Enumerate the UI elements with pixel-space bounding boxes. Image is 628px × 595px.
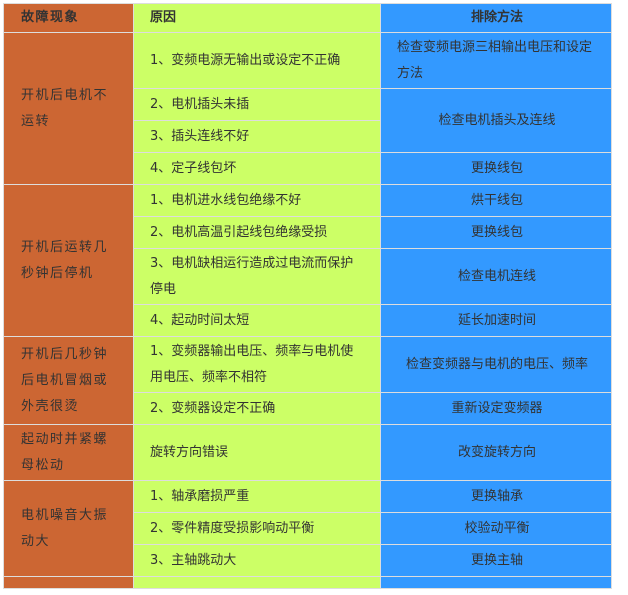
cause-cell: 1、变频器输出电压、频率与电机使用电压、频率不相符 xyxy=(133,336,381,393)
solution-cell: 更换线包 xyxy=(380,216,612,249)
solution-cell: 更换线包 xyxy=(380,152,612,185)
solution-cell: 校验动平衡 xyxy=(380,512,612,545)
symptom-cell: 电机噪音大振动大 xyxy=(3,480,134,577)
table-row: 2、电机插头未插 检查电机插头及连线 xyxy=(4,88,612,153)
table-row: 2、电机高温引起线包绝缘受损 更换线包 xyxy=(4,216,612,249)
solution-cell: 检查电机连线 xyxy=(380,248,612,305)
fault-table: 故障现象 原因 排除方法 开机后电机不运转 1、变频电源无输出或设定不正确 检查变频… xyxy=(3,3,612,589)
cause-cell: 3、电机缺相运行造成过电流而保护停电 xyxy=(133,248,381,305)
cause-cell: 2、零件精度受损影响动平衡 xyxy=(133,512,381,545)
table-row xyxy=(3,576,612,589)
cause-cell: 1、轴承磨损严重 xyxy=(133,480,381,513)
table-row: 开机后运转几秒钟后停机 1、电机进水线包绝缘不好 烘干线包 xyxy=(3,184,612,337)
table-row: 4、起动时间太短 延长加速时间 xyxy=(4,304,612,337)
cause-cell: 1、电机进水线包绝缘不好 xyxy=(133,184,381,217)
solution-cell: 更换轴承 xyxy=(380,480,612,513)
solution-cell: 延长加速时间 xyxy=(380,304,612,337)
cause-cell: 2、电机高温引起线包绝缘受损 xyxy=(133,216,381,249)
cause-cell: 2、变频器设定不正确 xyxy=(133,392,381,425)
cause-cell: 3、插头连线不好 xyxy=(133,120,381,153)
cause-cell: 4、起动时间太短 xyxy=(133,304,381,337)
table-row: 电机噪音大振动大 1、轴承磨损严重 更换轴承 xyxy=(3,480,612,577)
symptom-cell: 开机后运转几秒钟后停机 xyxy=(3,184,134,337)
header-solution: 排除方法 xyxy=(380,3,612,33)
solution-cell: 更换主轴 xyxy=(380,544,612,577)
solution-cell: 重新设定变频器 xyxy=(380,392,612,425)
symptom-cell: 开机后电机不运转 xyxy=(3,32,134,185)
symptom-cell: 起动时并紧螺母松动 xyxy=(3,424,134,481)
table-row: 4、定子线包坏 更换线包 xyxy=(4,152,612,185)
table-header-row: 故障现象 原因 排除方法 xyxy=(3,3,612,33)
table-row: 开机后几秒钟后电机冒烟或外壳很烫 1、变频器输出电压、频率与电机使用电压、频率不相… xyxy=(3,336,612,425)
header-symptom: 故障现象 xyxy=(3,3,134,33)
solution-cell: 改变旋转方向 xyxy=(380,424,612,481)
partial-cell xyxy=(380,576,612,589)
table-row: 3、主轴跳动大 更换主轴 xyxy=(4,544,612,577)
symptom-cell: 开机后几秒钟后电机冒烟或外壳很烫 xyxy=(3,336,134,425)
partial-cell xyxy=(133,576,381,589)
header-cause: 原因 xyxy=(133,3,381,33)
cause-cell: 旋转方向错误 xyxy=(133,424,381,481)
cause-cell: 2、电机插头未插 xyxy=(133,88,381,121)
table-row: 3、电机缺相运行造成过电流而保护停电 检查电机连线 xyxy=(4,248,612,305)
table-row: 2、变频器设定不正确 重新设定变频器 xyxy=(4,392,612,425)
solution-cell: 烘干线包 xyxy=(380,184,612,217)
cause-cell: 1、变频电源无输出或设定不正确 xyxy=(133,32,381,89)
partial-cell xyxy=(3,576,134,589)
cause-cell: 4、定子线包坏 xyxy=(133,152,381,185)
solution-cell: 检查电机插头及连线 xyxy=(380,88,612,153)
solution-cell: 检查变频电源三相输出电压和设定方法 xyxy=(380,32,612,89)
solution-cell: 检查变频器与电机的电压、频率 xyxy=(380,336,612,393)
table-row: 开机后电机不运转 1、变频电源无输出或设定不正确 检查变频电源三相输出电压和设定方法 xyxy=(3,32,612,185)
cause-cell: 3、主轴跳动大 xyxy=(133,544,381,577)
table-row: 起动时并紧螺母松动 旋转方向错误 改变旋转方向 xyxy=(3,424,612,481)
